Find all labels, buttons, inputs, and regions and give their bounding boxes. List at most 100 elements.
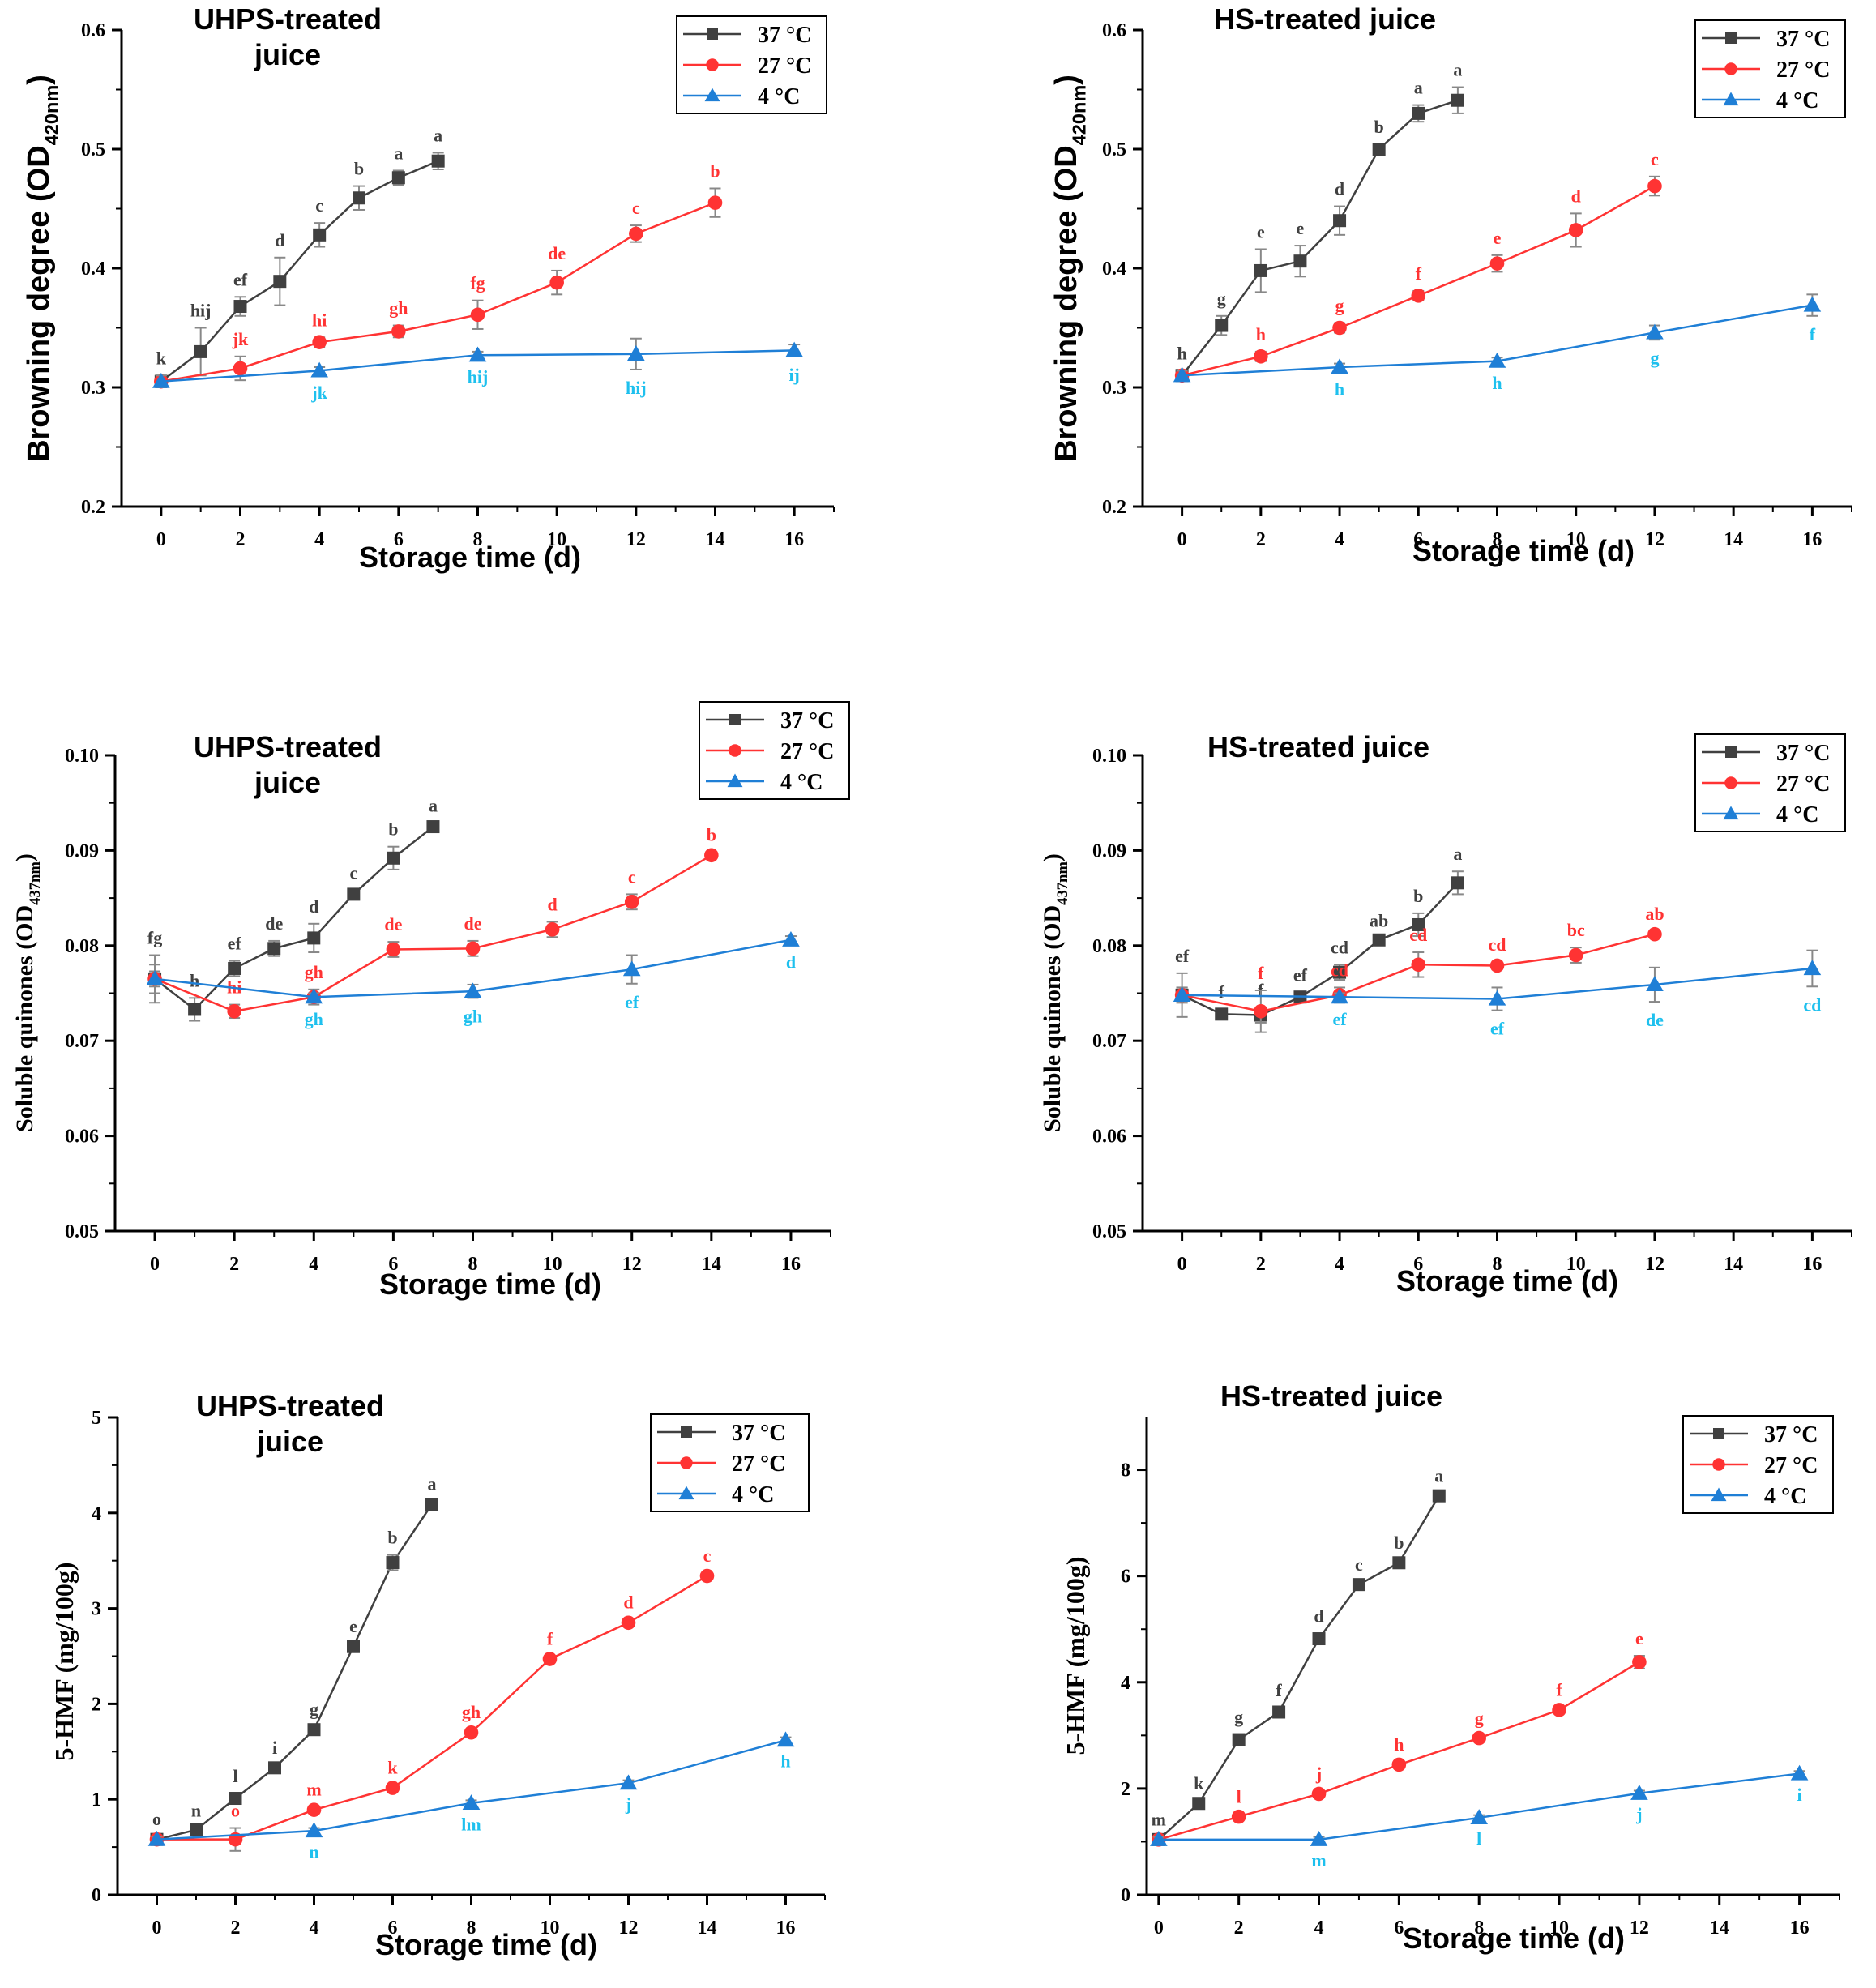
- x-axis-title: Storage time (d): [1403, 1922, 1625, 1955]
- series-line: [1181, 99, 1459, 377]
- legend-marker: [727, 773, 743, 788]
- data-point: [313, 228, 327, 242]
- y-axis-title: 5-HMF (mg/100g): [1061, 1557, 1090, 1755]
- data-point: [425, 1498, 438, 1511]
- significance-label: gh: [305, 962, 323, 982]
- legend-label: 4 °C: [1776, 802, 1818, 827]
- x-tick-label: 10: [1566, 529, 1586, 550]
- significance-label: f: [1258, 963, 1264, 983]
- legend-marker: [1711, 1487, 1727, 1502]
- x-tick-label: 12: [1645, 1254, 1664, 1275]
- significance-label: de: [464, 913, 482, 934]
- data-point: [464, 982, 482, 998]
- data-point: [624, 894, 639, 909]
- panel-title: HS-treated juice: [1207, 730, 1429, 763]
- legend: 37 °C 27 °C 4 °C: [676, 15, 827, 114]
- x-tick-label: 8: [473, 529, 483, 550]
- y-tick-label: 0.09: [65, 840, 99, 861]
- y-tick-label: 0.06: [1092, 1127, 1126, 1148]
- x-tick-label: 12: [1630, 1917, 1649, 1939]
- data-point: [1173, 366, 1191, 383]
- chart-panel-p3: 0 2 4 6 8 10 12 14 16 0.05 0.06 0.07 0.08 0.09 0.10 Sto…: [11, 701, 850, 1301]
- y-tick-label: 0.3: [1102, 378, 1126, 399]
- data-point: [1311, 1786, 1327, 1802]
- legend-label: 37 °C: [758, 23, 811, 48]
- significance-label: c: [315, 195, 323, 216]
- significance-label: o: [231, 1801, 240, 1821]
- significance-label: gh: [462, 1702, 481, 1722]
- significance-label: ab: [1645, 904, 1664, 924]
- data-point: [707, 195, 723, 210]
- x-tick-label: 12: [626, 529, 646, 550]
- significance-label: b: [1413, 886, 1423, 906]
- legend-marker: [1713, 1428, 1724, 1439]
- data-point: [1372, 143, 1386, 156]
- significance-label: g: [310, 1699, 318, 1720]
- data-point: [1150, 1831, 1168, 1846]
- data-point: [386, 942, 401, 957]
- data-point: [549, 275, 564, 290]
- x-tick-label: 4: [314, 529, 324, 550]
- legend-label: 37 °C: [1764, 1422, 1818, 1447]
- legend-label: 27 °C: [758, 53, 811, 79]
- x-axis-title: Storage time (d): [359, 541, 581, 574]
- significance-label: m: [1152, 1810, 1166, 1830]
- series-line: [156, 1503, 434, 1841]
- significance-label: de: [265, 913, 283, 934]
- legend-marker: [729, 744, 741, 757]
- x-tick-label: 2: [1256, 529, 1266, 550]
- significance-label: f: [1276, 1680, 1282, 1700]
- series-s27: jk hi gh fg de c b: [154, 161, 723, 389]
- y-tick-label: 0.09: [1092, 840, 1126, 861]
- data-point: [1489, 256, 1505, 271]
- x-tick-label: 8: [467, 1917, 476, 1939]
- data-point: [1451, 876, 1464, 890]
- data-point: [1451, 93, 1464, 107]
- significance-label: ef: [1490, 1019, 1505, 1039]
- significance-label: gh: [305, 1009, 323, 1029]
- data-point: [307, 931, 321, 945]
- data-point: [312, 335, 327, 349]
- legend-marker: [1712, 1458, 1725, 1471]
- legend-label: 37 °C: [780, 708, 834, 733]
- y-tick-label: 8: [1121, 1460, 1130, 1481]
- legend: 37 °C 27 °C 4 °C: [1682, 1415, 1834, 1514]
- significance-label: d: [1571, 186, 1581, 206]
- x-tick-label: 4: [1314, 1917, 1324, 1939]
- data-point: [1254, 348, 1268, 364]
- significance-label: ef: [1293, 964, 1308, 985]
- data-point: [1432, 1489, 1446, 1503]
- significance-label: de: [384, 914, 402, 934]
- significance-label: h: [1256, 324, 1266, 344]
- x-tick-label: 2: [229, 1254, 239, 1275]
- series-s37: ef f f ef cd ab b a: [1175, 844, 1464, 1024]
- data-point: [1632, 1655, 1647, 1669]
- legend-marker: [1725, 746, 1737, 758]
- significance-label: c: [349, 863, 357, 883]
- y-tick-label: 0.2: [81, 497, 105, 518]
- y-tick-label: 0.2: [1102, 497, 1126, 518]
- x-tick-label: 2: [236, 529, 246, 550]
- data-point: [233, 361, 248, 376]
- significance-label: f: [1556, 1680, 1562, 1700]
- significance-label: e: [1635, 1628, 1643, 1648]
- data-point: [1647, 926, 1662, 942]
- legend-marker: [1724, 62, 1737, 75]
- significance-label: n: [309, 1842, 318, 1862]
- significance-label: d: [309, 896, 318, 917]
- legend: 37 °C 27 °C 4 °C: [699, 701, 850, 800]
- y-axis-title: Soluble quinones (OD437nm): [11, 853, 44, 1132]
- data-point: [1391, 1757, 1407, 1772]
- series-line: [160, 201, 716, 383]
- significance-label: a: [394, 143, 403, 163]
- data-point: [462, 1794, 481, 1811]
- data-point: [268, 1761, 281, 1775]
- x-axis-title: Storage time (d): [375, 1928, 597, 1961]
- data-point: [619, 1774, 638, 1790]
- x-tick-label: 12: [622, 1254, 642, 1275]
- significance-label: b: [354, 159, 364, 179]
- significance-label: a: [1453, 844, 1462, 864]
- data-point: [386, 1556, 400, 1570]
